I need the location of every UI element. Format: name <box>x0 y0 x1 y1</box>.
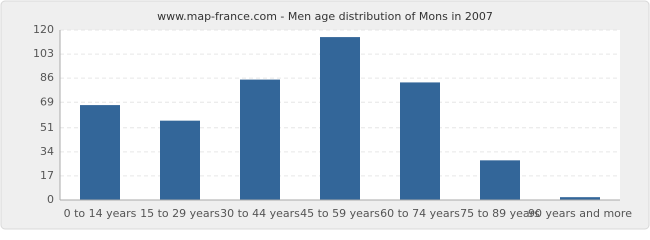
bar <box>480 160 520 200</box>
bar <box>560 197 600 200</box>
x-tick-label: 45 to 59 years <box>300 207 380 220</box>
y-tick-label: 34 <box>40 145 54 158</box>
bar <box>400 82 440 200</box>
bar <box>240 79 280 200</box>
chart-title: www.map-france.com - Men age distributio… <box>157 10 493 23</box>
y-tick-label: 51 <box>40 121 54 134</box>
y-tick-label: 0 <box>47 193 54 206</box>
bar <box>80 105 120 200</box>
y-tick-label: 120 <box>33 23 54 36</box>
x-tick-label: 0 to 14 years <box>64 207 137 220</box>
chart: www.map-france.com - Men age distributio… <box>0 0 650 230</box>
x-tick-label: 90 years and more <box>528 207 632 220</box>
x-tick-label: 60 to 74 years <box>380 207 460 220</box>
y-tick-label: 17 <box>40 169 54 182</box>
bar <box>320 37 360 201</box>
x-tick-label: 75 to 89 years <box>460 207 540 220</box>
x-tick-label: 15 to 29 years <box>140 207 220 220</box>
y-tick-label: 86 <box>40 71 54 84</box>
y-tick-label: 69 <box>40 95 54 108</box>
x-tick-label: 30 to 44 years <box>220 207 300 220</box>
bar <box>160 120 200 200</box>
y-tick-label: 103 <box>33 47 54 60</box>
